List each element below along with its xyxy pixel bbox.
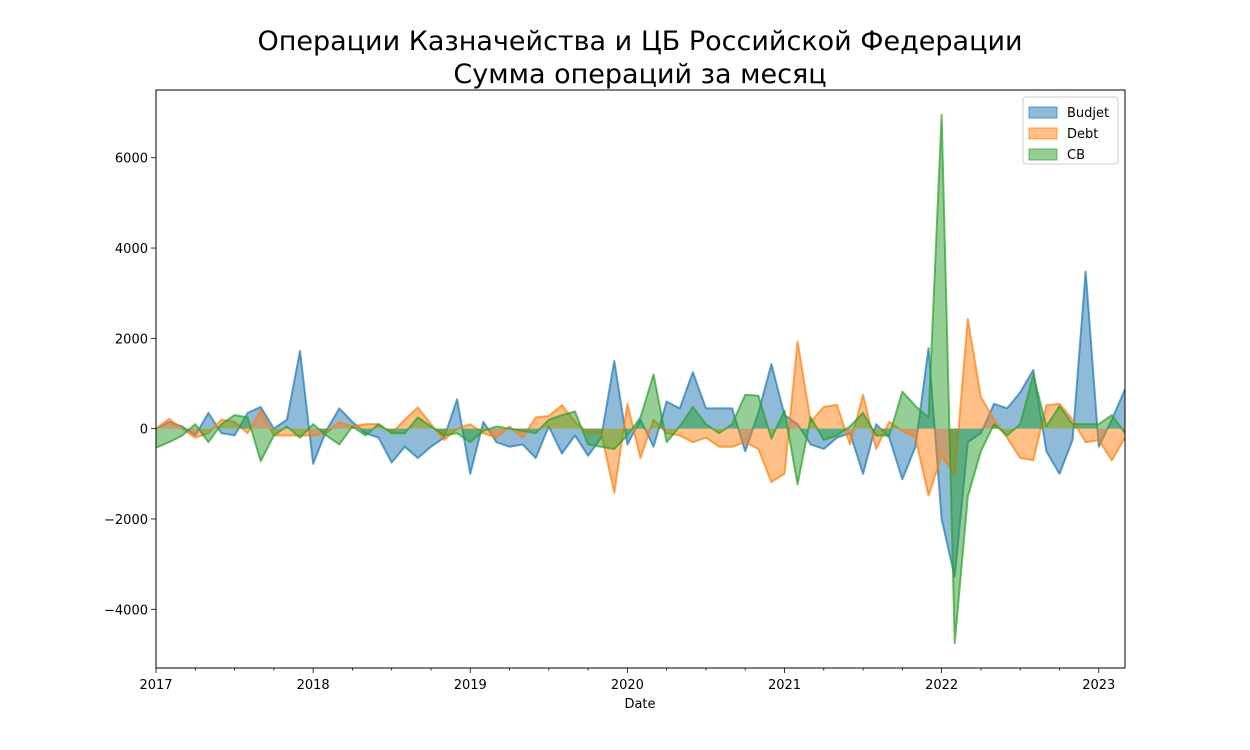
x-tick-label: 2023 <box>1082 678 1115 693</box>
plot-frame <box>155 89 1126 669</box>
y-tick-label: 0 <box>140 423 148 438</box>
x-tick-label: 2019 <box>454 678 487 693</box>
x-tick-label: 2021 <box>768 678 801 693</box>
y-tick-label: 2000 <box>115 332 148 347</box>
x-axis: 2017 2018 2019 2020 2021 2022 2023 <box>139 668 1115 693</box>
chart-title: Операции Казначейства и ЦБ Российской Фе… <box>257 26 1022 57</box>
legend-label-cb: CB <box>1067 148 1085 163</box>
series-line-debt <box>156 317 1125 497</box>
x-tick-label: 2020 <box>611 678 644 693</box>
chart-subtitle: Сумма операций за месяц <box>453 59 826 90</box>
legend: Budjet Debt CB <box>1022 96 1119 165</box>
y-tick-label: −4000 <box>104 603 148 618</box>
legend-label-debt: Debt <box>1067 127 1098 142</box>
y-tick-label: 4000 <box>115 242 148 257</box>
x-tick-label: 2018 <box>297 678 330 693</box>
plot-series <box>156 113 1125 645</box>
x-axis-label: Date <box>624 697 655 712</box>
x-tick-label: 2022 <box>925 678 958 693</box>
legend-label-budjet: Budjet <box>1067 106 1109 121</box>
series-line-cb <box>156 113 1125 645</box>
y-axis: −4000 −2000 0 2000 4000 6000 <box>104 152 156 618</box>
legend-swatch-budjet <box>1028 106 1058 119</box>
legend-swatch-debt <box>1028 127 1058 140</box>
y-tick-label: −2000 <box>104 513 148 528</box>
y-tick-label: 6000 <box>115 152 148 167</box>
x-tick-label: 2017 <box>139 678 172 693</box>
legend-swatch-cb <box>1028 148 1058 161</box>
series-debt <box>156 317 1125 497</box>
series-cb <box>156 113 1125 645</box>
